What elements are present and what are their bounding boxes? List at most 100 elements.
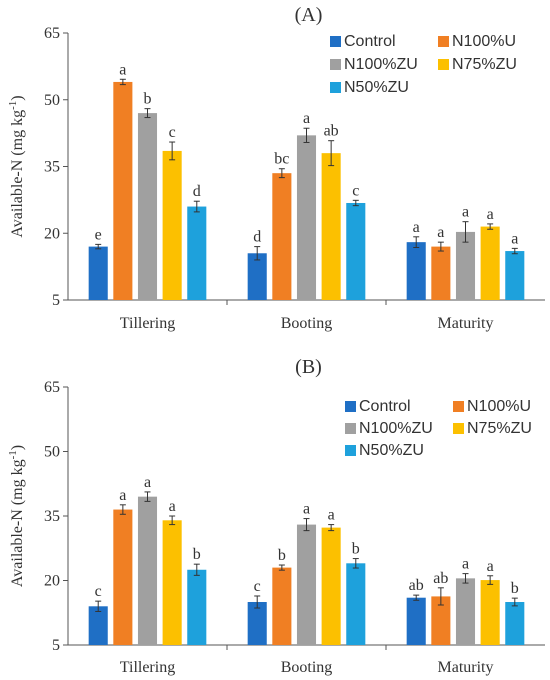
x-category-label: Booting [281,659,333,676]
bar [113,509,133,645]
significance-label: a [511,230,518,247]
significance-label: b [193,546,201,563]
bar [346,202,366,300]
bar [455,578,476,645]
legend-label: N75%ZU [467,420,532,437]
bar [505,602,525,645]
bar [296,135,317,300]
y-axis-label-close: ) [9,445,26,450]
x-category-label: Maturity [438,659,494,676]
y-axis-label: Available-N (mg kg-1) [7,95,26,237]
bar [480,580,500,645]
significance-label: a [462,556,469,573]
y-tick-label: 65 [44,25,60,42]
bar [137,496,158,645]
significance-label: a [487,558,494,575]
bar [346,563,366,645]
significance-label: c [352,182,359,199]
legend-swatch [345,445,356,456]
y-tick-label: 20 [44,573,60,590]
significance-label: c [254,578,261,595]
significance-label: ab [433,570,448,587]
legend-swatch [438,59,449,70]
significance-label: a [437,224,444,241]
chart-panel-b: (B) Available-N (mg kg-1) 5 20 35 50 65 Tilleri… [7,356,545,676]
legend-swatch [453,423,464,434]
legend-label: N50%ZU [359,442,424,459]
y-tick-label: 50 [44,92,60,109]
significance-label: c [169,124,176,141]
significance-label: a [169,498,176,515]
legend-swatch [438,36,449,47]
significance-label: b [511,580,519,597]
significance-label: a [303,110,310,127]
significance-label: e [95,226,102,243]
bar [505,251,525,300]
bar [431,246,451,300]
significance-label: a [413,219,420,236]
bar [431,596,451,645]
significance-label: a [144,474,151,491]
legend-swatch [330,59,341,70]
y-tick-label: 5 [52,292,60,309]
bar [272,173,292,300]
y-tick-label: 20 [44,225,60,242]
y-tick-label: 35 [44,159,60,176]
bar [272,567,292,645]
y-axis-label-base: Available-N (mg kg [9,459,26,587]
x-category-label: Tillering [120,659,175,676]
bar [406,597,426,645]
significance-label: a [119,61,126,78]
significance-label: d [253,229,261,246]
x-category-label: Tillering [120,315,175,332]
legend-swatch [345,401,356,412]
y-tick-label: 35 [44,508,60,525]
bar [162,520,182,645]
bar [321,527,341,645]
y-axis-label-sup: -1 [7,450,19,459]
legend-label: N100%U [452,33,516,50]
significance-label: a [119,487,126,504]
bar [137,113,158,300]
significance-label: d [193,183,201,200]
bar [480,226,500,300]
bar [88,246,108,300]
significance-label: b [352,541,360,558]
y-axis-label: Available-N (mg kg-1) [7,445,26,587]
legend-swatch [453,401,464,412]
legend-label: N100%ZU [344,56,418,73]
legend-label: N75%ZU [452,56,517,73]
significance-label: a [303,501,310,518]
legend-swatch [345,423,356,434]
y-axis-label-base: Available-N (mg kg [9,110,26,238]
legend-label: N100%U [467,398,531,415]
significance-label: bc [274,151,289,168]
legend-label: N100%ZU [359,420,433,437]
legend-label: N50%ZU [344,79,409,96]
chart-title: (A) [295,4,323,26]
x-category-label: Maturity [438,315,494,332]
bar [247,253,267,300]
bar [162,150,182,300]
bar [187,569,207,645]
bar [187,206,207,300]
y-tick-label: 5 [52,637,60,654]
chart-title: (B) [295,356,322,378]
significance-label: ab [324,123,339,140]
significance-label: b [278,547,286,564]
legend-swatch [330,36,341,47]
significance-label: b [144,91,152,108]
legend-label: Control [359,398,411,415]
y-axis-label-close: ) [9,95,26,100]
significance-label: a [462,204,469,221]
bar [296,524,317,645]
x-category-label: Booting [281,315,333,332]
y-tick-label: 65 [44,379,60,396]
y-axis-label-sup: -1 [7,101,19,110]
significance-label: c [95,583,102,600]
significance-label: a [487,206,494,223]
legend-swatch [330,82,341,93]
bar [321,153,341,300]
bar [113,81,133,300]
chart-panel-a: (A) Available-N (mg kg-1) 5 20 35 50 65 Tilleri… [7,4,545,332]
